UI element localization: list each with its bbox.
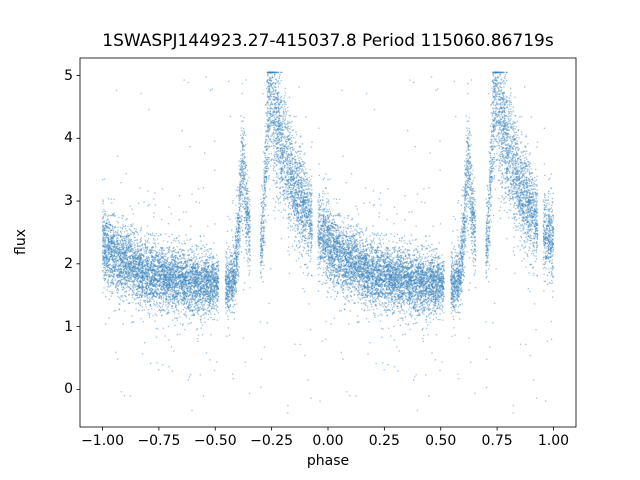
x-tick-label: 0.75: [481, 433, 513, 449]
chart-title: 1SWASPJ144923.27-415037.8 Period 115060.…: [102, 31, 554, 51]
x-tick-label: −0.25: [250, 433, 294, 449]
y-axis-label: flux: [13, 229, 29, 255]
y-tick-label: 2: [64, 255, 73, 272]
x-tick-label: 0.50: [425, 433, 457, 449]
y-tick-label: 1: [64, 318, 73, 335]
x-tick-label: 1.00: [537, 433, 570, 449]
x-tick-label: −0.75: [137, 433, 181, 449]
x-tick-label: 0.00: [312, 433, 344, 449]
x-tick-label: −0.50: [193, 433, 237, 449]
y-tick-label: 5: [64, 67, 73, 84]
x-tick-label: 0.25: [368, 433, 400, 449]
x-tick-label: −1.00: [81, 433, 124, 449]
y-tick-label: 4: [64, 130, 73, 147]
x-axis-label: phase: [306, 453, 350, 469]
y-tick-label: 3: [64, 193, 73, 210]
y-tick-label: 0: [64, 381, 73, 398]
